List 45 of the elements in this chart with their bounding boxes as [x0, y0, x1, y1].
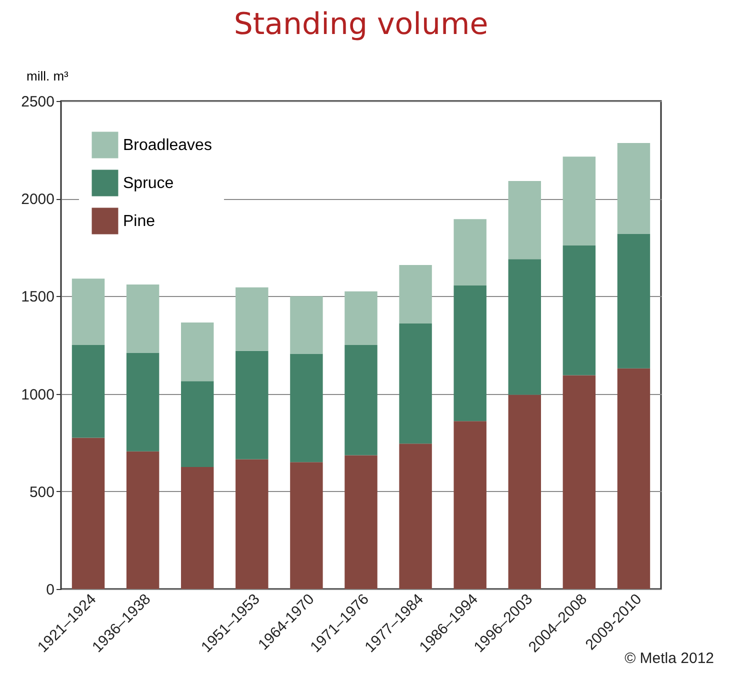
bar: [290, 462, 323, 589]
bar: [236, 350, 268, 460]
y-axis-title: mill. m³: [26, 68, 70, 84]
bar: [126, 284, 160, 353]
bar: [72, 345, 105, 438]
bar: [399, 324, 432, 444]
y-tick-label: 0: [46, 582, 54, 598]
legend-label: Pine: [123, 213, 156, 230]
bar: [508, 394, 541, 589]
bar: [617, 234, 650, 368]
bar: [344, 291, 378, 345]
bar: [617, 368, 650, 589]
bar: [454, 219, 486, 286]
bar: [617, 142, 650, 234]
bar: [508, 181, 541, 260]
y-tick-label: 2500: [21, 94, 54, 110]
y-tick-label: 2000: [21, 191, 54, 208]
bar: [399, 444, 432, 589]
bar: [181, 467, 214, 589]
bar: [562, 156, 596, 246]
bar: [562, 375, 596, 589]
y-tick-label: 500: [29, 484, 54, 501]
bar: [399, 264, 432, 324]
chart-title: Standing volume: [234, 7, 488, 42]
y-tick-label: 1000: [21, 386, 54, 404]
bar: [344, 345, 378, 456]
bar: [454, 285, 486, 422]
bar: [236, 287, 268, 351]
bar: [290, 354, 323, 462]
bar: [508, 259, 541, 395]
bar: [454, 421, 486, 589]
bar: [344, 455, 378, 589]
legend-label: Broadleaves: [123, 137, 212, 154]
bar: [72, 438, 105, 589]
bar: [181, 381, 214, 467]
bar: [236, 459, 268, 589]
bar: [181, 322, 214, 382]
bar: [290, 296, 323, 354]
bar: [72, 278, 105, 345]
y-tick-label: 1500: [21, 288, 54, 306]
bar: [562, 245, 596, 376]
legend-label: Spruce: [123, 175, 174, 192]
bar: [126, 352, 160, 452]
text: © Metla 2012: [624, 650, 714, 667]
bar: [126, 451, 160, 589]
